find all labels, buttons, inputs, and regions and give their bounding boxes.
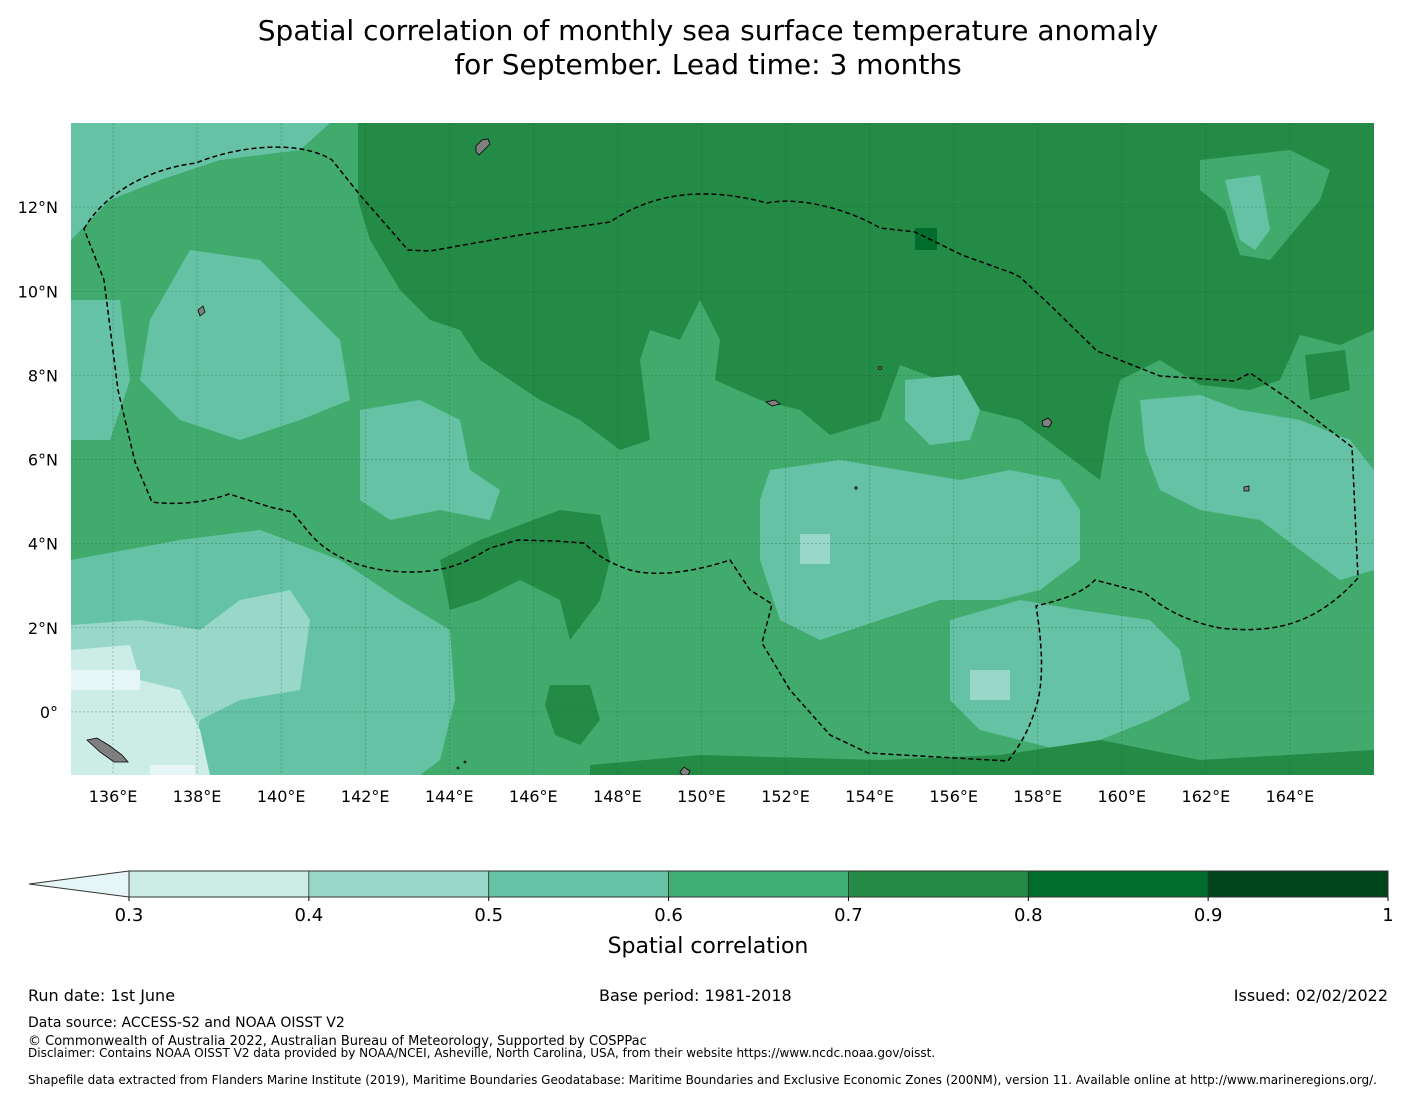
lon-tick-label: 144°E [425, 787, 474, 806]
title-line-2: for September. Lead time: 3 months [454, 48, 962, 81]
lon-tick-label: 160°E [1097, 787, 1146, 806]
lon-tick-label: 158°E [1013, 787, 1062, 806]
patch-sw-0.3b [71, 670, 140, 690]
colorbar-segment [488, 870, 669, 898]
lat-tick-label: 0° [40, 703, 58, 722]
title-line-1: Spatial correlation of monthly sea surfa… [257, 14, 1159, 47]
colorbar-segment [1027, 870, 1209, 898]
shapefile-credit: Shapefile data extracted from Flanders M… [28, 1073, 1377, 1087]
lon-tick-label: 164°E [1266, 787, 1315, 806]
lat-tick-label: 4°N [28, 535, 58, 554]
patch-central-light-3 [800, 534, 830, 564]
lon-tick-label: 138°E [173, 787, 222, 806]
island-dot [854, 486, 858, 490]
lon-tick-label: 162°E [1182, 787, 1231, 806]
lat-tick-label: 6°N [28, 451, 58, 470]
lat-tick-label: 10°N [18, 282, 58, 301]
lon-tick-label: 148°E [593, 787, 642, 806]
colorbar-label: Spatial correlation [608, 934, 809, 959]
eez-boundary [83, 146, 1359, 762]
islands [86, 138, 1250, 775]
colorbar-extend-min [28, 870, 130, 898]
patch-north-high [358, 123, 1374, 480]
patch-dark-4 [1305, 350, 1350, 400]
colorbar: 0.3 0.4 0.5 0.6 0.7 0.8 0.9 1 Spatial correlati… [28, 870, 1394, 959]
patch-dark-2 [545, 685, 600, 745]
patch-south-light [970, 670, 1010, 700]
lon-tick-label: 136°E [89, 787, 138, 806]
longitude-tick-labels: 136°E 138°E 140°E 142°E 144°E 146°E 148°E 150°E… [89, 787, 1315, 806]
lat-tick-label: 2°N [28, 619, 58, 638]
patch-ne-light-2 [1225, 175, 1270, 250]
patch-sw-0.3c [150, 765, 195, 775]
gridlines [71, 123, 1374, 775]
colorbar-segment [668, 870, 849, 898]
island-chuuk [764, 399, 781, 407]
run-date: Run date: 1st June [28, 986, 176, 1005]
colorbar-segment [128, 870, 310, 898]
base-period: Base period: 1981-2018 [599, 986, 792, 1005]
colorbar-segment [308, 870, 490, 898]
patch-east-light [1140, 395, 1374, 580]
data-source: Data source: ACCESS-S2 and NOAA OISST V2 [28, 1015, 345, 1031]
colorbar-frame [128, 870, 1389, 898]
correlation-patches [71, 123, 1374, 775]
lon-tick-label: 142°E [341, 787, 390, 806]
island-pohnpei [1041, 417, 1053, 428]
island-new-guinea-north [86, 737, 129, 763]
colorbar-tick-label: 0.9 [1194, 905, 1223, 926]
lon-tick-label: 154°E [845, 787, 894, 806]
lat-tick-label: 8°N [28, 366, 58, 385]
patch-west-light [71, 123, 330, 240]
island-manus [679, 766, 691, 775]
island-kosrae [1243, 485, 1250, 492]
colorbar-tick-label: 0.7 [834, 905, 863, 926]
colorbar-segments [128, 870, 1389, 898]
colorbar-tick-label: 0.5 [474, 905, 503, 926]
colorbar-tick-label: 1 [1382, 905, 1393, 926]
colorbar-tick-labels: 0.3 0.4 0.5 0.6 0.7 0.8 0.9 1 [115, 897, 1394, 926]
lat-tick-label: 12°N [18, 198, 58, 217]
colorbar-tick-label: 0.3 [115, 905, 144, 926]
island-guam [475, 138, 491, 156]
latitude-tick-labels: 12°N 10°N 8°N 6°N 4°N 2°N 0° [18, 198, 58, 722]
island-dot [456, 766, 460, 770]
colorbar-segment [848, 870, 1029, 898]
colorbar-tick-label: 0.6 [654, 905, 683, 926]
colorbar-segment [1207, 870, 1389, 898]
lon-tick-label: 150°E [677, 787, 726, 806]
patch-max-cell [915, 228, 937, 250]
patch-west-mid [140, 250, 350, 440]
lon-tick-label: 146°E [509, 787, 558, 806]
figure-title: Spatial correlation of monthly sea surfa… [0, 14, 1416, 82]
copyright: © Commonwealth of Australia 2022, Austra… [28, 1034, 647, 1049]
lon-tick-label: 140°E [257, 787, 306, 806]
island-dot [463, 760, 467, 764]
patch-south-mid [950, 600, 1190, 750]
colorbar-tick-label: 0.8 [1014, 905, 1043, 926]
patch-central-light-1 [360, 400, 500, 520]
lon-tick-label: 156°E [929, 787, 978, 806]
patch-west-mid-2 [71, 300, 130, 440]
disclaimer: Disclaimer: Contains NOAA OISST V2 data … [28, 1046, 936, 1060]
patch-central-light-2 [760, 460, 1080, 640]
island-palau [197, 305, 206, 317]
patch-central-light-4 [905, 375, 980, 445]
patch-dark-3 [590, 740, 1374, 775]
colorbar-tick-label: 0.4 [295, 905, 324, 926]
map-area [71, 123, 1374, 775]
lon-tick-label: 152°E [761, 787, 810, 806]
issued-date: Issued: 02/02/2022 [1233, 986, 1388, 1005]
island-dot [878, 366, 882, 370]
